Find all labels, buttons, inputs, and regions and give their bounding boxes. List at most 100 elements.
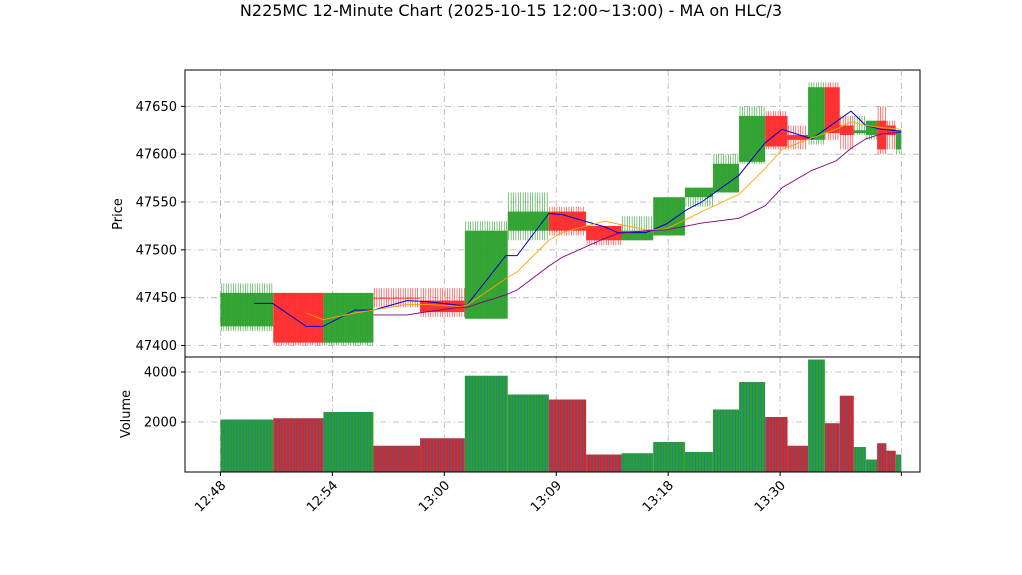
candle-body [839, 125, 854, 136]
volume-bar [220, 419, 274, 472]
volume-bar [808, 359, 825, 472]
volume-bar [865, 459, 878, 472]
candle-body [824, 87, 840, 134]
candle-body [507, 211, 549, 231]
candle [895, 130, 902, 155]
volume-bar-fill [839, 395, 854, 472]
candle-body [464, 230, 508, 319]
candle-body [273, 292, 324, 343]
candle [586, 225, 622, 246]
price-ytick-label: 47600 [136, 148, 177, 163]
candle-body [548, 211, 587, 231]
volume-axis-label: Volume [119, 390, 134, 438]
volume-bar [653, 442, 685, 472]
price-ytick-label: 47650 [136, 100, 177, 115]
volume-bar-fill [586, 454, 622, 472]
candle-body [787, 135, 809, 140]
candle [886, 120, 896, 150]
candle [273, 292, 324, 346]
candle [323, 292, 374, 346]
candle-body [373, 297, 421, 299]
volume-bar-fill [808, 359, 825, 472]
candle-body [220, 292, 274, 327]
chart-title: N225MC 12-Minute Chart (2025-10-15 12:00… [240, 1, 782, 20]
volume-bar [548, 399, 587, 472]
candle [824, 82, 840, 140]
volume-bar-fill [765, 417, 788, 472]
volume-bar [739, 382, 766, 472]
volume-bar-fill [865, 459, 878, 472]
candle-body [765, 115, 788, 147]
candle [507, 192, 549, 241]
volume-bar [507, 394, 549, 472]
xtick-label: 13:00 [416, 478, 453, 515]
volume-bar [273, 418, 324, 472]
price-ytick-label: 47400 [136, 339, 177, 354]
candle [739, 106, 766, 164]
volume-bar-fill [373, 445, 421, 472]
candle [548, 206, 587, 236]
xtick-label: 13:18 [640, 478, 677, 515]
candle [877, 106, 887, 155]
volume-bar [586, 454, 622, 472]
candle [464, 221, 508, 319]
volume-bar [373, 445, 421, 472]
volume-bar-fill [684, 452, 713, 472]
candle [621, 216, 654, 241]
volume-bar-fill [464, 375, 508, 472]
candle [839, 115, 854, 150]
price-ytick-label: 47450 [136, 291, 177, 306]
volume-bar [712, 409, 740, 472]
volume-bar-fill [548, 399, 587, 472]
candle-body [684, 187, 713, 198]
price-ytick-label: 47550 [136, 196, 177, 211]
price-panel: 47400 47450 47500 47550 47600 47650 [136, 69, 921, 358]
volume-ytick-label: 2000 [144, 416, 177, 431]
candle [712, 154, 740, 193]
candle-body [895, 130, 902, 150]
volume-bar-fill [895, 454, 902, 472]
price-ytick-label: 47500 [136, 243, 177, 258]
volume-bar [853, 447, 866, 472]
candle-body [739, 115, 766, 162]
candle-body [621, 230, 654, 241]
candle-body [853, 130, 866, 134]
volume-bar [787, 445, 809, 472]
candle [220, 283, 274, 332]
volume-bar [420, 438, 465, 472]
candle-body [808, 87, 825, 140]
ma-line-2 [306, 121, 902, 321]
candle-body [865, 120, 878, 136]
volume-bar-fill [621, 453, 654, 472]
price-axis-label: Price [111, 198, 126, 230]
volume-panel: 2000 4000 12:48 12:54 13:00 13:09 13:18 13:30 [144, 356, 921, 515]
volume-panel-frame [184, 356, 921, 473]
volume-bar-fill [220, 419, 274, 472]
volume-bar-fill [273, 418, 324, 472]
volume-bar-fill [653, 442, 685, 472]
volume-bar-fill [853, 447, 866, 472]
volume-bar [621, 453, 654, 472]
candle-body [586, 225, 622, 241]
volume-bar [895, 454, 902, 472]
volume-bar [886, 450, 896, 472]
volume-bar [464, 375, 508, 472]
volume-bar [839, 395, 854, 472]
volume-bar [765, 417, 788, 472]
candle-body [877, 120, 887, 150]
xtick-label: 13:30 [752, 478, 789, 515]
volume-bar-fill [323, 412, 374, 472]
volume-ytick-label: 4000 [144, 366, 177, 381]
xtick-label: 13:09 [528, 478, 565, 515]
volume-bar [323, 412, 374, 472]
xtick-label: 12:54 [304, 478, 341, 515]
volume-bar [824, 423, 840, 472]
volume-bar [684, 452, 713, 472]
candle-body [420, 300, 465, 313]
ma-line-3 [373, 131, 902, 316]
xtick-label: 12:48 [192, 478, 229, 515]
volume-bar [877, 443, 887, 472]
ma-line-1 [254, 110, 902, 327]
candle [420, 288, 465, 317]
